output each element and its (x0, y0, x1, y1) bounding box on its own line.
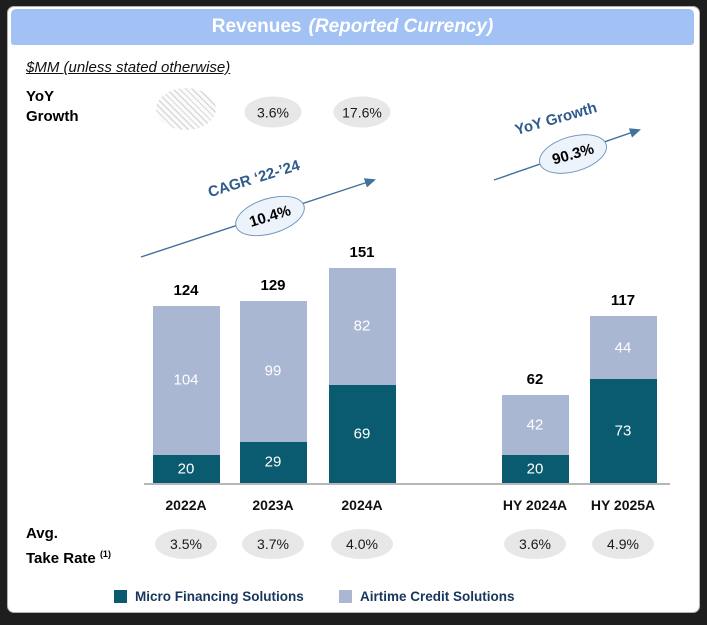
bar-segment-micro-financing (152, 454, 220, 483)
bar-segment-airtime-credit (239, 300, 307, 442)
take-rate-value-oval: 3.7% (242, 529, 304, 559)
bar-segment-micro-financing (501, 454, 569, 483)
title-bar: Revenues (Reported Currency) (11, 9, 694, 45)
page-title-note: (Reported Currency) (308, 16, 494, 37)
units-note: $MM (unless stated otherwise) (26, 59, 231, 76)
bar-segment-value: 29 (264, 453, 282, 471)
legend-swatch-icon (339, 590, 352, 603)
legend-item: Micro Financing Solutions (114, 589, 304, 604)
bar-segment-airtime-credit (152, 306, 220, 455)
bar-total-label: 117 (610, 292, 636, 310)
bar-segment-micro-financing (239, 441, 307, 483)
stacked-bar-chart: 20 104 124 2022A 3.5% 29 99 129 2023A 3.7% 3.6% 69 8… (8, 7, 699, 612)
bar-segment-value: 42 (526, 416, 544, 434)
yoy-growth-value-oval: 3.6% (244, 96, 302, 128)
bar-total-label: 62 (526, 370, 544, 388)
legend-label: Airtime Credit Solutions (360, 589, 515, 604)
bar-total-label: 124 (173, 282, 199, 300)
bar-total-label: 129 (260, 276, 286, 294)
footnote-marker: (1) (99, 549, 111, 559)
yoy-growth-value-oval: 17.6% (333, 96, 391, 128)
take-rate-value-oval: 3.6% (504, 529, 566, 559)
bar-segment-value: 69 (353, 425, 371, 443)
x-axis-category-label: 2024A (341, 497, 383, 513)
bar-segment-value: 99 (264, 362, 282, 380)
bar-segment-value: 73 (614, 422, 632, 440)
bar-segment-value: 44 (614, 339, 632, 357)
chart-panel: Revenues (Reported Currency) $MM (unless… (7, 6, 700, 613)
avg-take-rate-row-label: Avg. Take Rate (1) (26, 525, 111, 567)
bar-segment-micro-financing (328, 384, 396, 483)
bar-segment-airtime-credit (328, 267, 396, 385)
bar-segment-airtime-credit (589, 316, 657, 380)
bar-segment-airtime-credit (501, 394, 569, 455)
bar-segment-value: 104 (173, 371, 199, 389)
bar-segment-micro-financing (589, 379, 657, 483)
legend: Micro Financing Solutions Airtime Credit … (8, 589, 699, 609)
take-rate-value-oval: 4.0% (331, 529, 393, 559)
bar-segment-value: 82 (353, 317, 371, 335)
legend-item: Airtime Credit Solutions (339, 589, 515, 604)
page-title: Revenues (211, 16, 302, 37)
x-axis-category-label: HY 2025A (590, 497, 656, 513)
yoy-growth-row-label: YoY Growth (26, 88, 79, 125)
yoy-growth-na-hatched-oval (156, 88, 216, 130)
x-axis-category-label: HY 2024A (502, 497, 568, 513)
legend-label: Micro Financing Solutions (135, 589, 304, 604)
bar-total-label: 151 (349, 243, 375, 261)
bar-segment-value: 20 (526, 460, 544, 478)
legend-swatch-icon (114, 590, 127, 603)
take-rate-value-oval: 3.5% (155, 529, 217, 559)
bar-segment-value: 20 (177, 460, 195, 478)
x-axis-category-label: 2023A (252, 497, 294, 513)
x-axis-line (144, 483, 670, 485)
take-rate-value-oval: 4.9% (592, 529, 654, 559)
x-axis-category-label: 2022A (165, 497, 207, 513)
